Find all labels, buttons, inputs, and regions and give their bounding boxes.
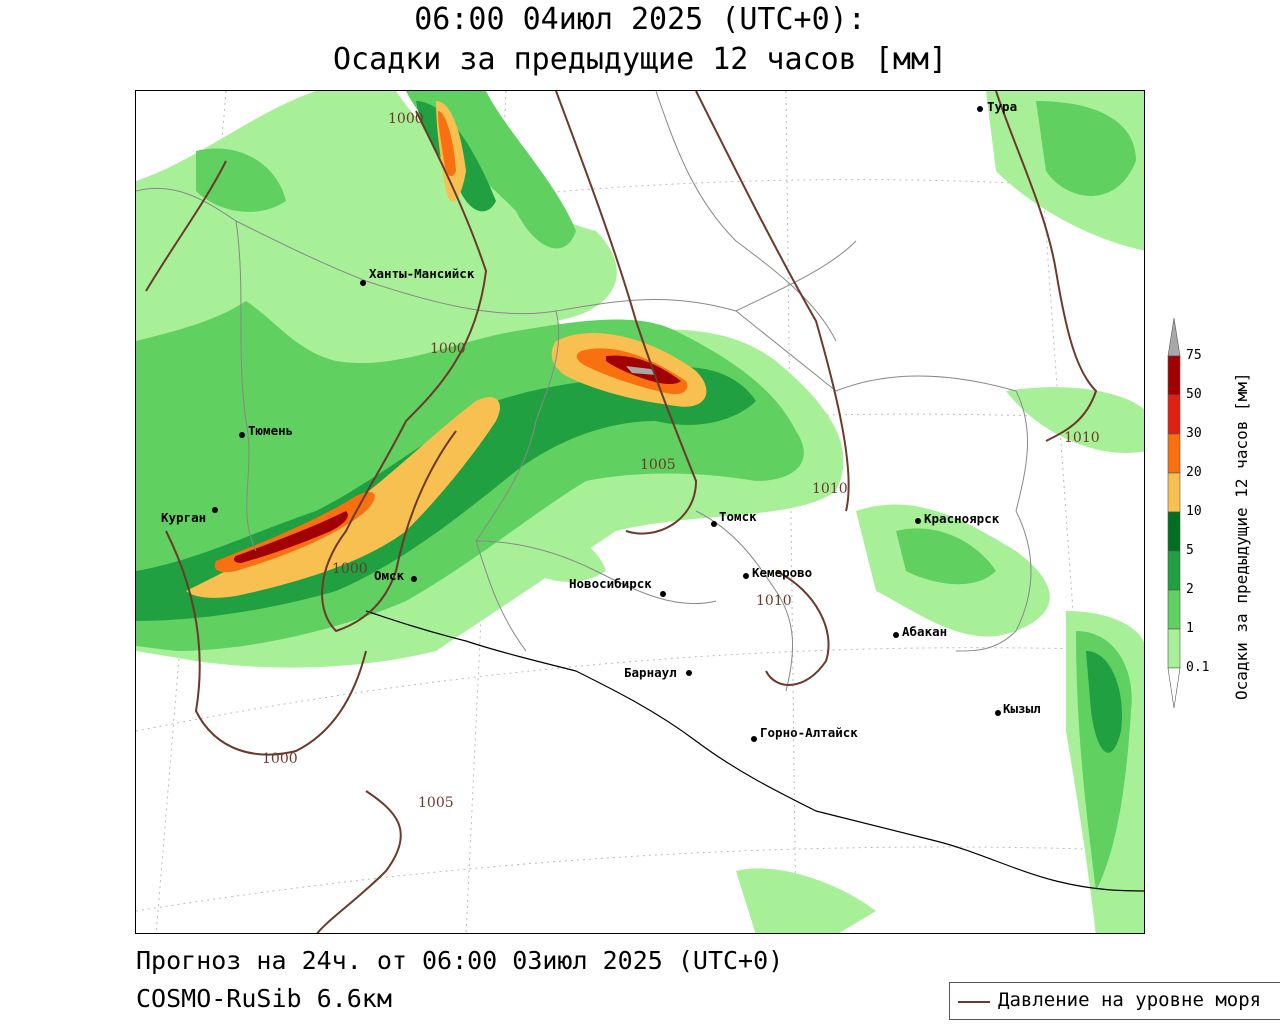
city-marker bbox=[711, 521, 717, 527]
colorbar-segment bbox=[1167, 550, 1181, 591]
city-marker bbox=[660, 591, 666, 597]
colorbar-tick: 20 bbox=[1186, 465, 1202, 480]
colorbar-tick: 10 bbox=[1186, 504, 1202, 519]
precipitation-colorbar bbox=[1167, 317, 1181, 709]
colorbar-segment bbox=[1167, 355, 1181, 396]
isobar-label: 1005 bbox=[418, 795, 454, 811]
colorbar-title: Осадки за предыдущие 12 часов [мм] bbox=[1232, 372, 1251, 700]
colorbar-segment bbox=[1167, 317, 1181, 357]
city-label: Барнаул bbox=[624, 665, 677, 680]
city-label: Ханты-Мансийск bbox=[369, 266, 475, 281]
isobar-label: 1010 bbox=[756, 593, 792, 609]
city-label: Омск bbox=[374, 568, 405, 583]
colorbar-tick: 5 bbox=[1186, 543, 1194, 558]
colorbar-segment bbox=[1167, 433, 1181, 474]
map-subtitle: Осадки за предыдущие 12 часов [мм] bbox=[332, 42, 948, 77]
colorbar-segment bbox=[1167, 589, 1181, 630]
city-marker bbox=[977, 106, 983, 112]
map-title: 06:00 04июл 2025 (UTC+0): bbox=[414, 2, 866, 37]
isobar-label: 1010 bbox=[812, 481, 848, 497]
colorbar-tick: 75 bbox=[1186, 348, 1202, 363]
pressure-line-swatch bbox=[958, 1001, 990, 1003]
colorbar-segment bbox=[1167, 394, 1181, 435]
region-boundaries bbox=[136, 91, 1032, 692]
city-label: Кызыл bbox=[1003, 701, 1041, 716]
colorbar-tick: 1 bbox=[1186, 621, 1194, 636]
city-label: Абакан bbox=[902, 624, 947, 639]
city-label: Томск bbox=[719, 509, 757, 524]
isobar-label: 1005 bbox=[640, 457, 676, 473]
city-marker bbox=[915, 518, 921, 524]
city-marker bbox=[995, 710, 1001, 716]
colorbar-segment bbox=[1167, 667, 1181, 709]
colorbar-tick: 0.1 bbox=[1186, 660, 1210, 675]
isobar-label: 1000 bbox=[262, 751, 298, 767]
isobar-label: 1000 bbox=[430, 341, 466, 357]
city-label: Тура bbox=[987, 99, 1017, 114]
colorbar-segment bbox=[1167, 472, 1181, 513]
city-marker bbox=[686, 670, 692, 676]
city-marker bbox=[239, 432, 245, 438]
isobar-label: 1010 bbox=[1064, 430, 1100, 446]
colorbar-tick: 50 bbox=[1186, 387, 1202, 402]
precip-field-max bbox=[626, 366, 656, 375]
national-border bbox=[365, 610, 1144, 892]
city-label: Курган bbox=[161, 510, 206, 525]
city-label: Новосибирск bbox=[569, 576, 652, 591]
isobar-labels: 1000 1000 1005 1010 1010 1010 1000 1000 … bbox=[262, 111, 1100, 811]
city-marker bbox=[743, 573, 749, 579]
city-label: Тюмень bbox=[248, 423, 293, 438]
city-marker bbox=[751, 736, 757, 742]
colorbar-segment bbox=[1167, 511, 1181, 552]
model-name: COSMO-RuSib 6.6км bbox=[136, 984, 392, 1013]
city-label: Красноярск bbox=[924, 511, 1000, 526]
map-canvas: 1000 1000 1005 1010 1010 1010 1000 1000 … bbox=[136, 91, 1144, 933]
cities: Тура Ханты-Мансийск Тюмень Курган Омск Т… bbox=[161, 99, 1041, 742]
city-marker bbox=[360, 280, 366, 286]
pressure-legend: Давление на уровне моря bbox=[949, 982, 1280, 1020]
city-label: Кемерово bbox=[752, 565, 812, 580]
isobar-label: 1000 bbox=[332, 561, 368, 577]
pressure-legend-label: Давление на уровне моря bbox=[998, 989, 1262, 1011]
graticule bbox=[136, 91, 1144, 933]
isobar-label: 1000 bbox=[388, 111, 424, 127]
precipitation-map: 1000 1000 1005 1010 1010 1010 1000 1000 … bbox=[135, 90, 1145, 934]
city-marker bbox=[212, 507, 218, 513]
colorbar-tick: 2 bbox=[1186, 582, 1194, 597]
colorbar-segment bbox=[1167, 628, 1181, 669]
city-marker bbox=[893, 632, 899, 638]
city-marker bbox=[411, 576, 417, 582]
forecast-info: Прогноз на 24ч. от 06:00 03июл 2025 (UTC… bbox=[136, 946, 784, 975]
isobars bbox=[145, 91, 1098, 933]
city-label: Горно-Алтайск bbox=[760, 725, 858, 740]
colorbar-tick: 30 bbox=[1186, 426, 1202, 441]
